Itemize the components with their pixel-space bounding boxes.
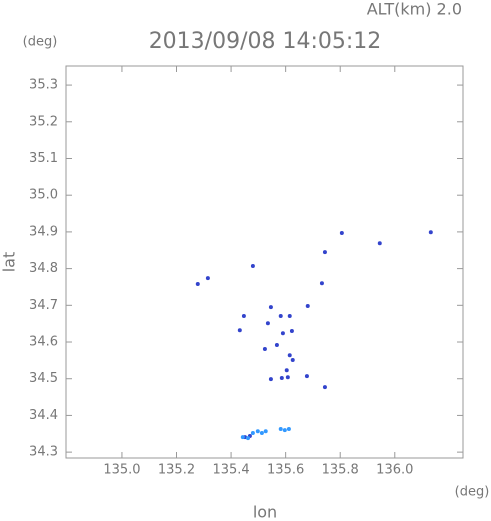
y-tick-label: 35.0 bbox=[29, 188, 58, 203]
point bbox=[322, 250, 327, 255]
point bbox=[289, 329, 294, 334]
point bbox=[245, 436, 250, 441]
point bbox=[278, 313, 283, 318]
point bbox=[278, 427, 283, 432]
point bbox=[428, 230, 433, 235]
point bbox=[285, 375, 290, 380]
point bbox=[339, 231, 344, 236]
point bbox=[287, 313, 292, 318]
y-tick-label: 34.4 bbox=[29, 408, 58, 423]
point bbox=[263, 429, 268, 434]
point bbox=[205, 276, 210, 281]
x-tick-label: 135.0 bbox=[103, 463, 140, 478]
x-unit: (deg) bbox=[455, 485, 490, 500]
y-tick-label: 35.1 bbox=[29, 151, 58, 166]
point bbox=[240, 435, 245, 440]
point bbox=[305, 304, 310, 309]
point bbox=[255, 429, 260, 434]
point bbox=[284, 368, 289, 373]
point bbox=[250, 431, 255, 436]
x-tick-label: 135.8 bbox=[322, 463, 359, 478]
point bbox=[268, 377, 273, 382]
point bbox=[304, 374, 309, 379]
point bbox=[262, 346, 267, 351]
point bbox=[290, 358, 295, 362]
y-tick-label: 34.3 bbox=[29, 445, 58, 460]
y-unit: (deg) bbox=[23, 35, 58, 50]
y-tick-label: 34.8 bbox=[29, 261, 58, 276]
y-tick-label: 35.2 bbox=[29, 114, 58, 129]
y-tick-label: 35.3 bbox=[29, 78, 58, 93]
y-tick-label: 34.5 bbox=[29, 371, 58, 386]
plot-frame bbox=[65, 65, 464, 459]
x-tick-label: 135.2 bbox=[158, 463, 195, 478]
y-tick-label: 34.6 bbox=[29, 335, 58, 350]
point bbox=[322, 385, 327, 390]
point bbox=[265, 321, 270, 326]
point bbox=[250, 264, 255, 269]
point bbox=[241, 313, 246, 318]
x-tick-label: 135.4 bbox=[212, 463, 249, 478]
x-tick-label: 135.6 bbox=[267, 463, 304, 478]
point bbox=[195, 282, 200, 287]
x-axis-label: lon bbox=[253, 503, 277, 521]
y-tick-label: 34.9 bbox=[29, 224, 58, 239]
point bbox=[319, 281, 324, 286]
y-tick-label: 34.7 bbox=[29, 298, 58, 313]
point bbox=[279, 375, 284, 380]
point bbox=[286, 427, 291, 432]
altitude-label: ALT(km) 2.0 bbox=[367, 0, 462, 19]
point bbox=[268, 305, 273, 310]
chart-title: 2013/09/08 14:05:12 bbox=[149, 29, 382, 54]
point bbox=[377, 241, 382, 246]
point bbox=[282, 428, 287, 433]
point bbox=[259, 431, 264, 436]
point bbox=[287, 353, 292, 358]
y-axis-label: lat bbox=[0, 252, 19, 273]
point bbox=[280, 331, 285, 336]
x-tick-label: 136.0 bbox=[376, 463, 413, 478]
point bbox=[274, 342, 279, 347]
point bbox=[237, 328, 242, 333]
